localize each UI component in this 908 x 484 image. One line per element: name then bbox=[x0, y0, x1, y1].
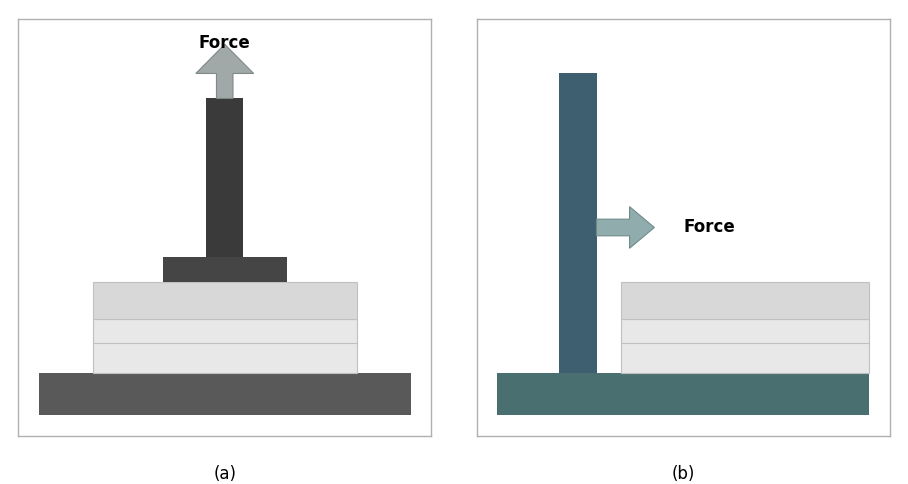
Text: (b): (b) bbox=[672, 465, 695, 483]
Bar bbox=[559, 74, 597, 373]
Bar bbox=[163, 257, 287, 282]
Bar bbox=[498, 373, 869, 415]
Text: (a): (a) bbox=[213, 465, 236, 483]
FancyArrow shape bbox=[196, 45, 253, 98]
Bar bbox=[93, 319, 357, 373]
FancyArrow shape bbox=[597, 207, 655, 248]
Bar bbox=[206, 98, 243, 257]
Text: Force: Force bbox=[199, 34, 251, 52]
Text: Force: Force bbox=[684, 218, 735, 237]
Bar bbox=[39, 373, 410, 415]
Bar bbox=[621, 282, 869, 319]
Bar bbox=[93, 282, 357, 319]
Bar bbox=[621, 319, 869, 373]
